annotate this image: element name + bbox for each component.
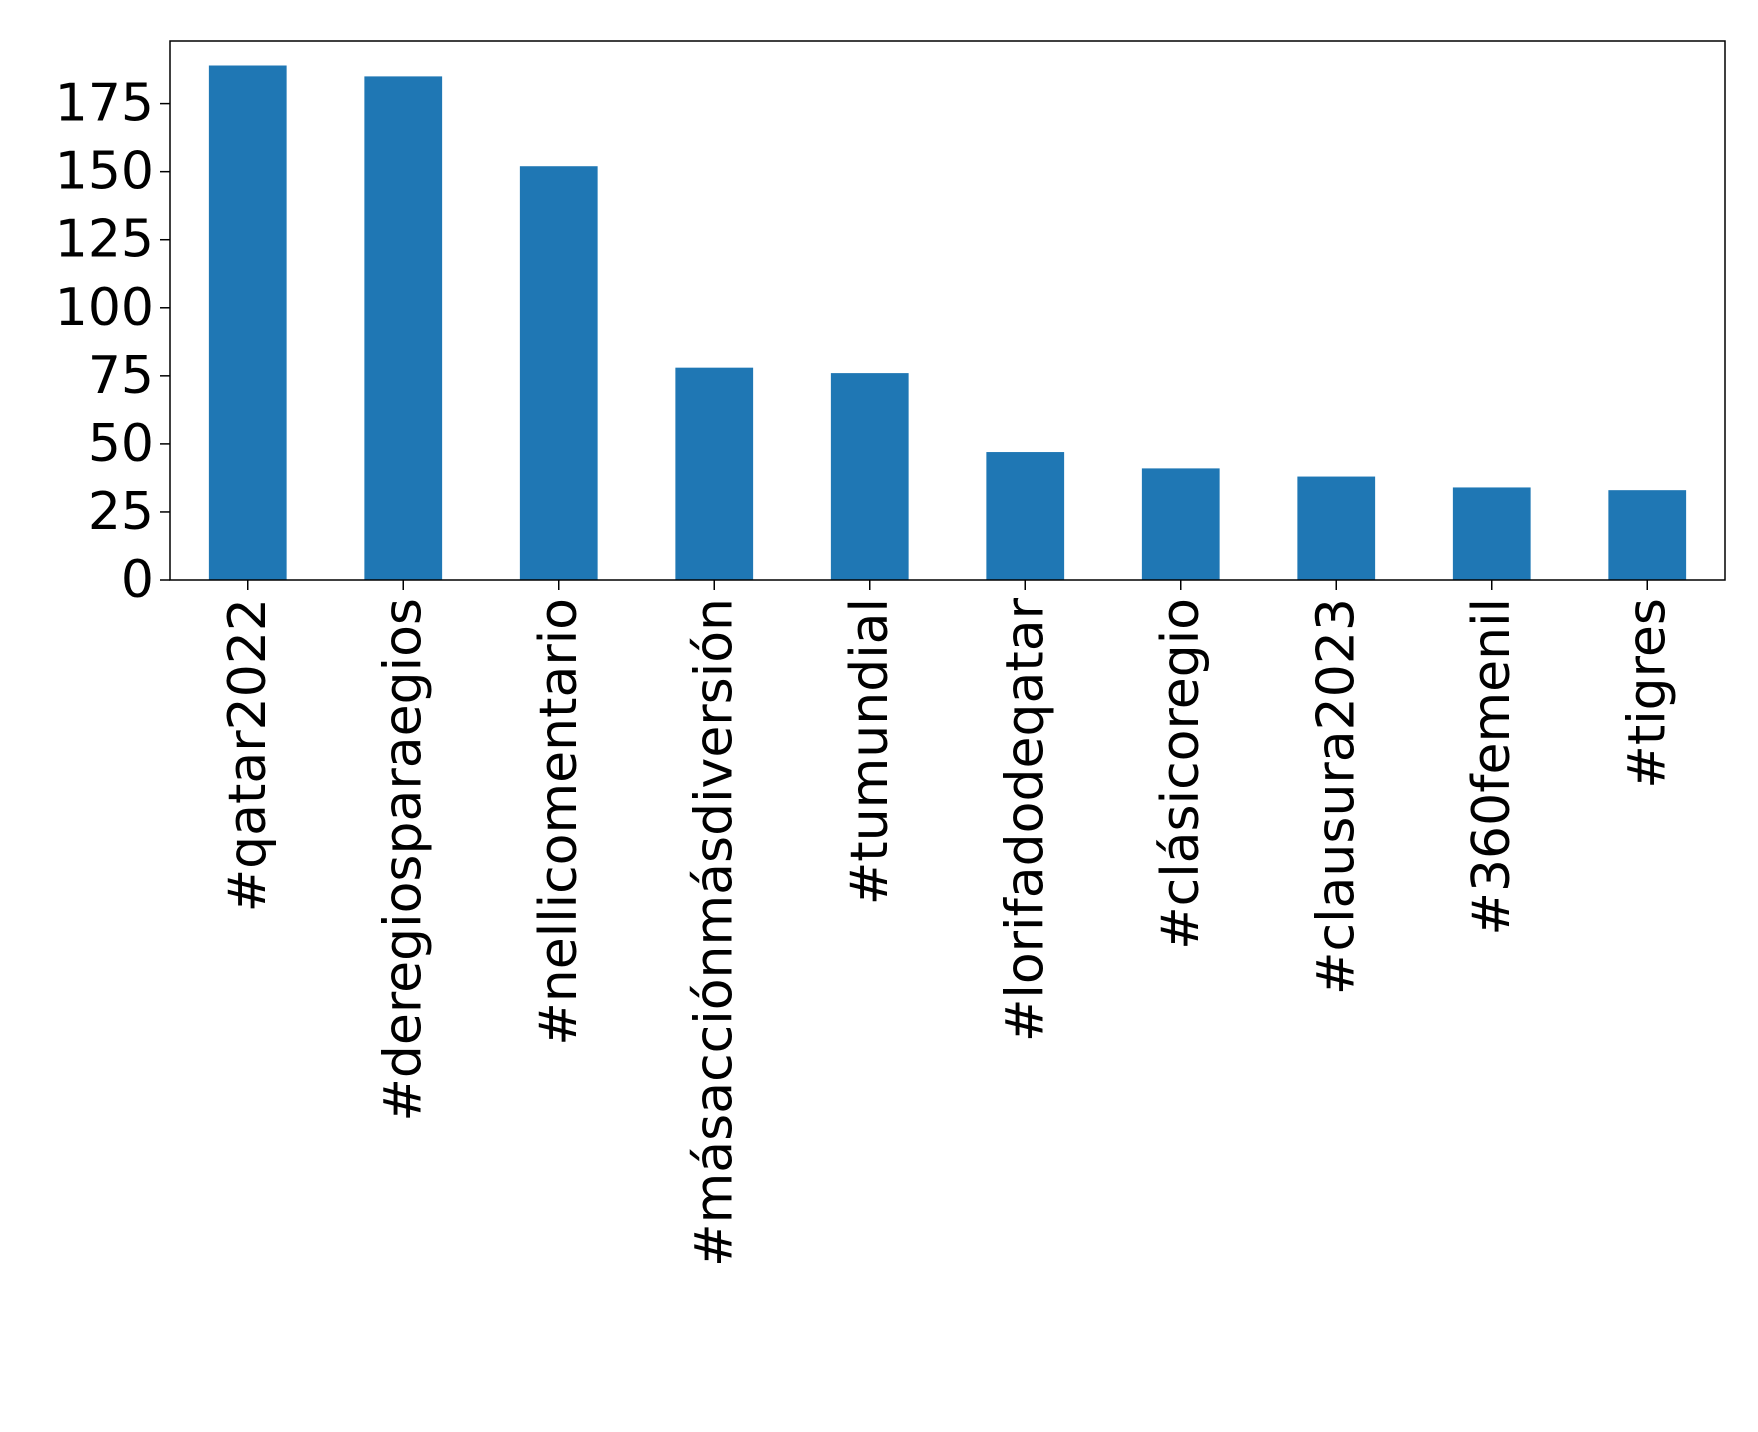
y-tick-label: 125 (55, 210, 154, 270)
x-tick-label: #qatar2022 (218, 598, 278, 912)
x-tick-label: #tumundial (840, 598, 900, 905)
y-tick-label: 25 (88, 482, 154, 542)
x-tick-label: #másacciónmásdiversión (684, 598, 744, 1267)
x-tick-label: #clásicoregio (1151, 598, 1211, 950)
bar-3 (519, 166, 598, 580)
bar-10 (1608, 490, 1687, 580)
bar-6 (986, 452, 1065, 580)
y-tick-label: 100 (55, 278, 154, 338)
bar-1 (208, 65, 287, 580)
bar-7 (1141, 468, 1220, 580)
x-tick-label: #360femenil (1462, 598, 1522, 936)
x-tick-label: #nellicomentario (529, 598, 589, 1046)
x-tick-label: #lorifadodeqatar (995, 597, 1055, 1042)
x-tick-label: #tigres (1617, 598, 1677, 789)
x-tick-label: #deregiosparaegios (373, 598, 433, 1122)
plot-frame (169, 40, 1726, 581)
y-tick-label: 0 (121, 550, 154, 610)
y-tick-label: 150 (55, 142, 154, 202)
bar-9 (1452, 487, 1531, 580)
y-tick-label: 75 (88, 346, 154, 406)
bar-2 (364, 76, 443, 580)
bar-8 (1297, 476, 1376, 580)
y-axis: 0 25 50 75 100 125 150 175 (55, 74, 170, 610)
y-tick-label: 50 (88, 414, 154, 474)
x-tick-label: #clausura2023 (1306, 598, 1366, 995)
bar-5 (830, 373, 909, 580)
x-axis: #qatar2022 #deregiosparaegios #nellicoment… (218, 580, 1677, 1267)
bars-group (208, 65, 1687, 580)
y-tick-label: 175 (55, 74, 154, 134)
bar-4 (675, 367, 754, 580)
